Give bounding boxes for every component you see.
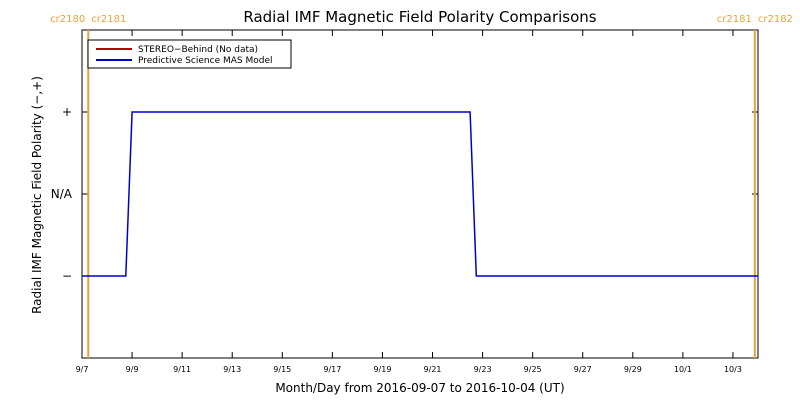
y-tick-label: +: [62, 105, 72, 119]
carrington-label-right: cr2181: [91, 14, 126, 25]
x-tick-label: 9/17: [323, 365, 341, 374]
y-axis-ticks: − N/A +: [51, 105, 758, 283]
plot-frame: [81, 29, 759, 359]
legend: STEREO−Behind (No data) Predictive Scien…: [87, 39, 292, 69]
x-tick-label: 9/29: [624, 365, 642, 374]
x-tick-label: 10/3: [724, 365, 742, 374]
x-tick-label: 9/11: [173, 365, 191, 374]
x-tick-label: 9/27: [574, 365, 592, 374]
x-axis-ticks: 9/7 9/9 9/11 9/13 9/15 9/17 9/19 9/21 9/23 9/25 9/…: [76, 30, 742, 374]
x-tick-label: 9/9: [126, 365, 139, 374]
legend-box: [87, 39, 292, 69]
carrington-label-left: cr2180: [50, 14, 85, 25]
x-tick-label: 9/13: [223, 365, 241, 374]
carrington-label-left: cr2181: [717, 14, 752, 25]
carrington-label-right: cr2182: [758, 14, 793, 25]
x-tick-label: 9/15: [273, 365, 291, 374]
x-tick-label: 9/19: [373, 365, 391, 374]
x-axis-label: Month/Day from 2016-09-07 to 2016-10-04 …: [275, 381, 564, 395]
legend-entry-mas-model: Predictive Science MAS Model: [138, 56, 273, 66]
chart-title: Radial IMF Magnetic Field Polarity Compa…: [243, 8, 596, 26]
series-line-1: [82, 111, 758, 277]
x-tick-label: 9/25: [524, 365, 542, 374]
y-tick-label: −: [62, 269, 72, 283]
x-tick-label: 9/21: [424, 365, 442, 374]
y-tick-label: N/A: [51, 187, 73, 201]
carrington-markers: cr2180 cr2181 cr2181 cr2182: [50, 14, 793, 358]
x-tick-label: 9/23: [474, 365, 492, 374]
x-tick-label: 10/1: [674, 365, 692, 374]
legend-entry-stereo-behind: STEREO−Behind (No data): [138, 45, 258, 55]
y-axis-label: Radial IMF Magnetic Field Polarity (−,+): [30, 76, 44, 314]
x-tick-label: 9/7: [76, 365, 89, 374]
series-lines: [82, 111, 758, 277]
